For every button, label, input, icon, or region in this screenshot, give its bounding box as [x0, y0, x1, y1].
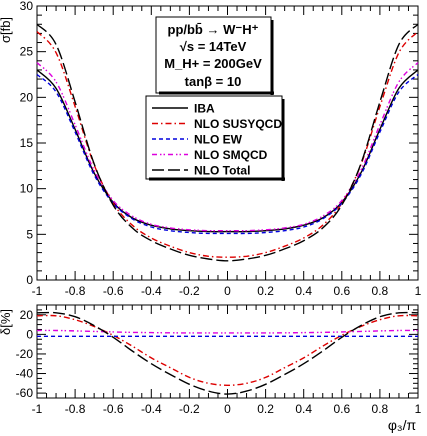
legend-label-nlo-smqcd: NLO SMQCD: [194, 148, 268, 162]
x-tick-label: 0.8: [372, 402, 389, 416]
legend-label-nlo-total: NLO Total: [194, 164, 250, 178]
y-tick-label: 20: [20, 90, 34, 104]
x-tick-label: -0.6: [103, 402, 124, 416]
x-tick-label: 0.2: [257, 284, 274, 298]
annotation-process: pp/bb̄ → W⁻H⁺: [168, 22, 259, 37]
bottom-y-tick-marks: [37, 304, 418, 399]
annotation-energy: √s = 14TeV: [180, 39, 247, 54]
legend-label-iba: IBA: [194, 102, 215, 116]
legend-frame: [145, 95, 283, 180]
x-tick-label: 0.6: [333, 402, 350, 416]
annotation-mass: M_H+ = 200GeV: [164, 56, 262, 71]
x-tick-label: 0.2: [257, 402, 274, 416]
x-tick-label: -0.8: [65, 402, 86, 416]
series-curve-nlo-susyqcd: [36, 31, 419, 258]
bottom-x-axis-label: φ₃/π: [388, 417, 417, 433]
x-tick-label: -1: [32, 402, 43, 416]
series-curve-nlo-ew: [36, 73, 419, 235]
cross-section-panel: -1 -0.8 -0.6 -0.4 -0.2 0 0.2 0.4 0.6 0.8 1 0 5 10 15 2…: [0, 0, 422, 298]
bottom-x-tick-marks: [36, 305, 419, 398]
x-tick-label: 0.4: [295, 402, 312, 416]
x-tick-label: -0.4: [141, 402, 162, 416]
x-tick-label: 0.6: [333, 284, 350, 298]
process-annotation-box: pp/bb̄ → W⁻H⁺ √s = 14TeV M_H+ = 200GeV t…: [155, 16, 274, 95]
top-x-tick-marks: [36, 6, 419, 280]
x-tick-label: -0.4: [141, 284, 162, 298]
y-tick-label: 0: [26, 273, 33, 287]
y-tick-label: 20: [20, 308, 34, 322]
bottom-y-tick-labels: -60 -40 -20 0 20: [16, 308, 34, 400]
annotation-tanbeta: tanβ = 10: [185, 74, 242, 89]
x-tick-label: -1: [32, 284, 43, 298]
y-tick-label: 10: [20, 182, 34, 196]
top-y-tick-labels: 0 5 10 15 20 25 30: [20, 0, 34, 287]
x-tick-label: 1: [415, 284, 422, 298]
top-y-axis-label: σ[fb]: [0, 17, 13, 43]
x-tick-label: -0.8: [65, 284, 86, 298]
series-curve-nlo-smqcd: [36, 62, 419, 232]
x-tick-label: 0: [224, 402, 231, 416]
x-tick-label: 0.8: [372, 284, 389, 298]
x-tick-label: 0: [224, 284, 231, 298]
relative-correction-panel: -1 -0.8 -0.6 -0.4 -0.2 0 0.2 0.4 0.6 0.8 1 -60-40-…: [0, 304, 422, 433]
y-tick-label: 30: [20, 0, 34, 13]
bottom-y-axis-label: δ[%]: [0, 309, 13, 335]
y-tick-label: 15: [20, 136, 34, 150]
x-tick-label: -0.2: [179, 284, 200, 298]
x-tick-label: 1: [415, 402, 422, 416]
x-tick-label: -0.6: [103, 284, 124, 298]
top-series-curves: [36, 23, 419, 262]
y-tick-label: 0: [26, 327, 33, 341]
y-tick-label: -40: [16, 367, 34, 381]
y-tick-label: -20: [16, 347, 34, 361]
y-tick-label: 25: [20, 45, 34, 59]
series-curve-nlo-total: [36, 311, 419, 395]
x-tick-label: -0.2: [179, 402, 200, 416]
series-curve-nlo-total: [36, 23, 419, 262]
y-tick-label: -60: [16, 386, 34, 400]
bottom-series-curves: [36, 311, 419, 395]
annotation-frame: [155, 16, 272, 94]
x-tick-label: 0.4: [295, 284, 312, 298]
y-tick-label: 5: [26, 227, 33, 241]
legend-label-nlo-susyqcd: NLO SUSYQCD: [194, 117, 282, 131]
bottom-x-tick-labels: -1 -0.8 -0.6 -0.4 -0.2 0 0.2 0.4 0.6 0.8 1: [32, 402, 422, 416]
legend-label-nlo-ew: NLO EW: [194, 133, 243, 147]
top-x-tick-labels: -1 -0.8 -0.6 -0.4 -0.2 0 0.2 0.4 0.6 0.8 1: [32, 284, 422, 298]
series-curve-iba: [36, 69, 419, 233]
